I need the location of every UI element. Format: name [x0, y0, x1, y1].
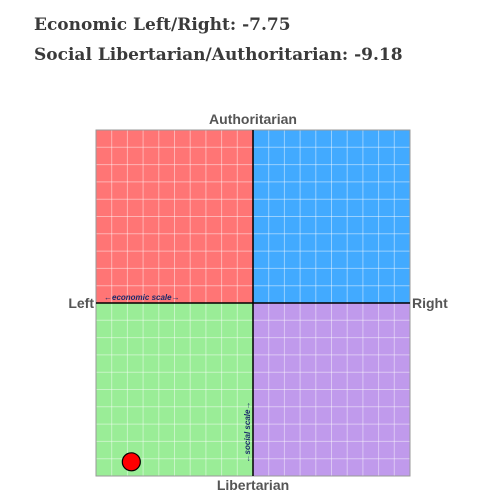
social-score: Social Libertarian/Authoritarian: -9.18: [34, 45, 403, 65]
libertarian-label: Libertarian: [217, 477, 289, 493]
authoritarian-label: Authoritarian: [209, 111, 297, 127]
compass-position-point: [121, 452, 141, 472]
economic-score: Economic Left/Right: -7.75: [34, 15, 291, 35]
authoritarian-left-quadrant: [96, 130, 253, 303]
quadrant-layer: [96, 130, 410, 476]
points-layer: [121, 452, 141, 472]
social-scale-label: ←social scale→: [243, 402, 252, 463]
libertarian-right-quadrant: [253, 303, 410, 476]
libertarian-left-quadrant: [96, 303, 253, 476]
economic-scale-label: ←economic scale→: [104, 293, 180, 302]
right-label: Right: [412, 295, 448, 311]
left-label: Left: [68, 295, 94, 311]
authoritarian-right-quadrant: [253, 130, 410, 303]
